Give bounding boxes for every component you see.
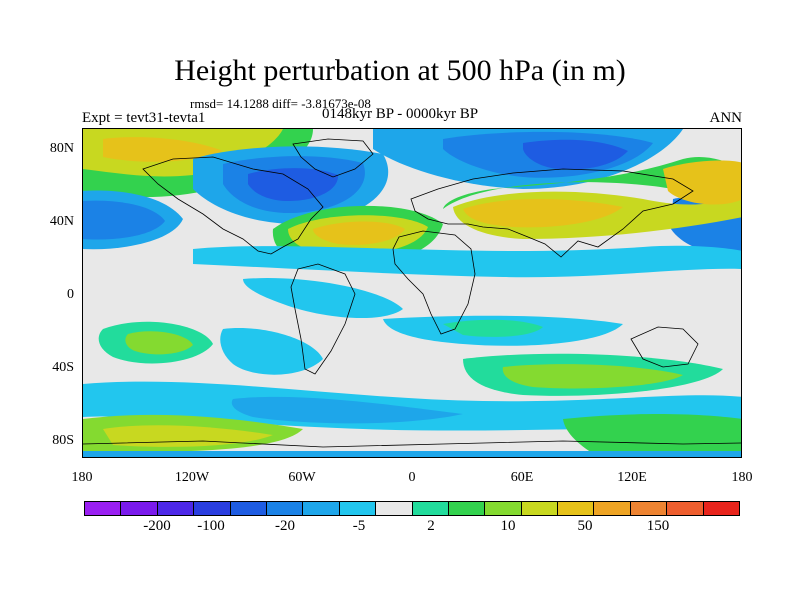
- colorbar: [84, 501, 740, 516]
- colorbar-swatch: [703, 502, 740, 515]
- lat-tick-label: 80N: [49, 141, 74, 156]
- lon-tick-label: 180: [71, 470, 93, 485]
- colorbar-swatch: [194, 502, 231, 515]
- map-title: Height perturbation at 500 hPa (in m): [174, 54, 626, 87]
- experiment-label: Expt = tevt31-tevta1: [82, 110, 206, 126]
- stats-label: rmsd= 14.1288 diff= -3.81673e-08: [190, 96, 371, 111]
- colorbar-swatch: [376, 502, 413, 515]
- colorbar-swatch: [230, 502, 267, 515]
- colorbar-label: 10: [500, 518, 516, 534]
- colorbar-swatch: [412, 502, 449, 515]
- lat-tick-label: 40N: [49, 214, 74, 229]
- lat-tick-label: 80S: [52, 433, 74, 448]
- lat-tick-label: 40S: [52, 360, 74, 375]
- colorbar-swatch: [448, 502, 486, 515]
- colorbar-label: 150: [646, 518, 670, 534]
- lon-tick-label: 60W: [288, 470, 316, 485]
- colorbar-swatch: [339, 502, 377, 515]
- colorbar-swatch: [485, 502, 522, 515]
- map-field: [83, 129, 741, 457]
- colorbar-label: 50: [577, 518, 593, 534]
- colorbar-swatch: [303, 502, 340, 515]
- season-label: ANN: [709, 110, 743, 126]
- lon-tick-label: 120E: [617, 470, 647, 485]
- colorbar-label: -100: [197, 518, 225, 534]
- lon-tick-label: 0: [408, 470, 416, 485]
- lon-tick-label: 180: [731, 470, 753, 485]
- colorbar-swatch: [121, 502, 158, 515]
- colorbar-label: 2: [427, 518, 435, 534]
- colorbar-swatch: [630, 502, 668, 515]
- lon-tick-label: 120W: [174, 470, 210, 485]
- colorbar-label: -5: [352, 518, 366, 534]
- colorbar-swatch: [266, 502, 304, 515]
- colorbar-swatch: [667, 502, 704, 515]
- colorbar-swatch: [85, 502, 122, 515]
- colorbar-swatch: [594, 502, 631, 515]
- colorbar-label: -200: [143, 518, 171, 534]
- colorbar-swatch: [558, 502, 595, 515]
- map-panel: [82, 128, 742, 458]
- colorbar-label: -20: [275, 518, 295, 534]
- lat-tick-label: 0: [67, 287, 74, 302]
- colorbar-swatch: [521, 502, 559, 515]
- period-label: 0148kyr BP - 0000kyr BP: [322, 106, 479, 122]
- colorbar-swatch: [157, 502, 195, 515]
- lon-tick-label: 60E: [510, 470, 534, 485]
